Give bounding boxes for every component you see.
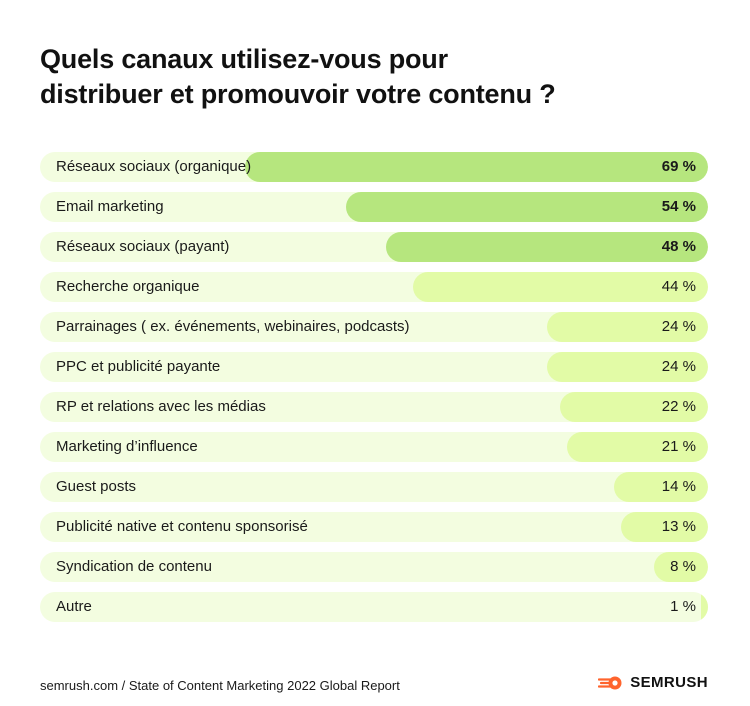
value-label: 24 % (661, 318, 696, 335)
bar (546, 352, 708, 382)
value-label: 14 % (661, 478, 696, 495)
bar-row: Réseaux sociaux (payant) 48 % (40, 232, 708, 262)
bar-row: Recherche organique 44 % (40, 272, 708, 302)
bar (620, 512, 708, 542)
value-label: 48 % (661, 238, 696, 255)
category-label: Parrainages ( ex. événements, webinaires… (56, 318, 410, 335)
category-label: Guest posts (56, 478, 137, 495)
semrush-flame-icon (598, 676, 622, 689)
bar-chart: Réseaux sociaux (organique) 69 % Email mar… (40, 152, 708, 632)
bar (385, 232, 708, 262)
category-label: Publicité native et contenu sponsorisé (56, 518, 308, 535)
bar-row: Réseaux sociaux (organique) 69 % (40, 152, 708, 182)
bar-row: Marketing d’influence 21 % (40, 432, 708, 462)
value-label: 69 % (661, 158, 696, 175)
value-label: 1 % (670, 598, 696, 615)
value-label: 8 % (670, 558, 696, 575)
value-label: 13 % (661, 518, 696, 535)
value-label: 54 % (661, 198, 696, 215)
category-label: Réseaux sociaux (payant) (56, 238, 230, 255)
bar-row: Email marketing 54 % (40, 192, 708, 222)
category-label: Syndication de contenu (56, 558, 212, 575)
category-label: Marketing d’influence (56, 438, 198, 455)
bar-row: Publicité native et contenu sponsorisé 13… (40, 512, 708, 542)
bar (614, 472, 708, 502)
value-label: 22 % (661, 398, 696, 415)
bar-row: Autre 1 % (40, 592, 708, 622)
semrush-logo: SEMRUSH (598, 674, 708, 691)
bar-row: RP et relations avec les médias 22 % (40, 392, 708, 422)
bar (345, 192, 708, 222)
category-label: Recherche organique (56, 278, 200, 295)
value-label: 44 % (661, 278, 696, 295)
semrush-logo-text: SEMRUSH (630, 674, 708, 691)
chart-title-line-2: distribuer et promouvoir votre contenu ? (40, 79, 556, 109)
bar (560, 392, 708, 422)
bar-row: Guest posts 14 % (40, 472, 708, 502)
category-label: PPC et publicité payante (56, 358, 221, 375)
bar-row: PPC et publicité payante 24 % (40, 352, 708, 382)
chart-title-line-1: Quels canaux utilisez-vous pour (40, 44, 448, 74)
category-label: Email marketing (56, 198, 164, 215)
category-label: Autre (56, 598, 92, 615)
value-label: 24 % (661, 358, 696, 375)
bar (412, 272, 708, 302)
category-label: Réseaux sociaux (organique) (56, 158, 252, 175)
category-label: RP et relations avec les médias (56, 398, 266, 415)
bar-row: Syndication de contenu 8 % (40, 552, 708, 582)
bar (654, 552, 708, 582)
value-label: 21 % (661, 438, 696, 455)
chart-title: Quels canaux utilisez-vous pour distribu… (40, 42, 680, 112)
source-note: semrush.com / State of Content Marketing… (40, 678, 400, 693)
bar (701, 592, 708, 622)
bar (245, 152, 708, 182)
bar (567, 432, 708, 462)
bar (546, 312, 708, 342)
bar-row: Parrainages ( ex. événements, webinaires… (40, 312, 708, 342)
